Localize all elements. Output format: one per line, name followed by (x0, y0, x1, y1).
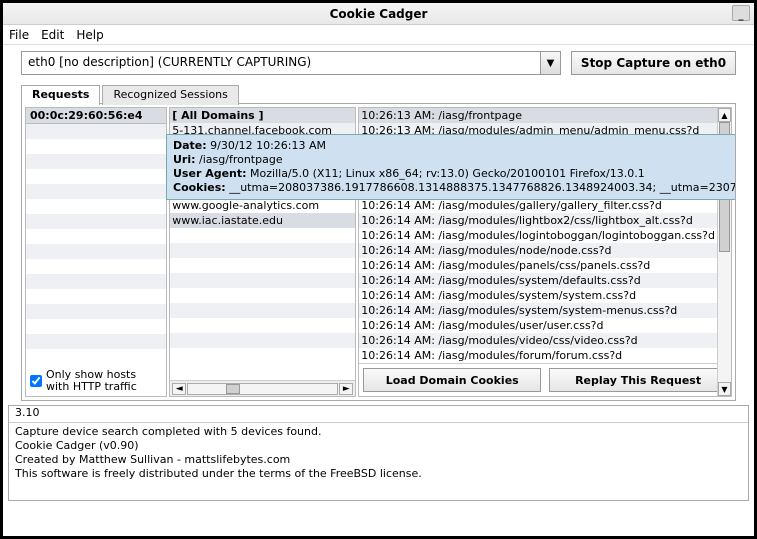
list-item (26, 334, 166, 349)
list-item (26, 214, 166, 229)
request-item[interactable]: 10:26:14 AM: /iasg/modules/forum/forum.c… (359, 348, 717, 363)
list-item (26, 184, 166, 199)
tooltip-date: 9/30/12 10:26:13 AM (210, 139, 326, 152)
request-item[interactable]: 10:26:14 AM: /iasg/modules/system/system… (359, 303, 717, 318)
list-item (26, 229, 166, 244)
request-actions: Load Domain Cookies Replay This Request (359, 363, 731, 396)
list-item (26, 139, 166, 154)
tooltip-ua: Mozilla/5.0 (X11; Linux x86_64; rv:13.0)… (250, 167, 645, 180)
list-item (170, 288, 355, 303)
list-item (26, 154, 166, 169)
stop-capture-button[interactable]: Stop Capture on eth0 (571, 51, 736, 75)
domain-item[interactable]: [ All Domains ] (170, 108, 355, 123)
request-item[interactable]: 10:26:14 AM: /iasg/modules/node/node.css… (359, 243, 717, 258)
request-item[interactable]: 10:26:14 AM: /iasg/modules/user/user.css… (359, 318, 717, 333)
request-item[interactable]: 10:26:13 AM: /iasg/frontpage (359, 108, 717, 123)
scroll-right-icon[interactable]: ► (339, 383, 353, 395)
hosts-column: 00:0c:29:60:56:e4 Only show (25, 107, 167, 397)
log-line: 3.10 (9, 406, 748, 423)
replay-request-button[interactable]: Replay This Request (549, 368, 727, 392)
scroll-up-icon[interactable]: ▲ (718, 108, 731, 122)
domain-item[interactable]: www.iac.iastate.edu (170, 213, 355, 228)
list-item (26, 319, 166, 334)
list-item (26, 304, 166, 319)
scroll-track[interactable] (187, 383, 338, 395)
capture-toolbar: eth0 [no description] (CURRENTLY CAPTURI… (3, 45, 754, 81)
list-item (170, 258, 355, 273)
only-http-traffic-checkbox[interactable] (30, 375, 42, 387)
list-item (26, 289, 166, 304)
host-mac-address[interactable]: 00:0c:29:60:56:e4 (26, 108, 166, 124)
tooltip-date-label: Date: (173, 139, 207, 152)
list-item (26, 124, 166, 139)
request-item[interactable]: 10:26:14 AM: /iasg/modules/gallery/galle… (359, 198, 717, 213)
tab-requests[interactable]: Requests (21, 85, 100, 105)
only-http-traffic-label: Only show hosts with HTTP traffic (46, 369, 162, 393)
requests-tab-body: 00:0c:29:60:56:e4 Only show (22, 104, 735, 400)
list-item (26, 199, 166, 214)
load-domain-cookies-button[interactable]: Load Domain Cookies (363, 368, 541, 392)
menu-file[interactable]: File (9, 28, 29, 42)
tab-recognized-sessions[interactable]: Recognized Sessions (102, 85, 238, 105)
log-line: This software is freely distributed unde… (15, 467, 742, 481)
interface-select-value: eth0 [no description] (CURRENTLY CAPTURI… (22, 52, 540, 74)
list-item (26, 274, 166, 289)
list-item (170, 333, 355, 348)
only-http-traffic-row: Only show hosts with HTTP traffic (26, 366, 166, 396)
list-item (170, 243, 355, 258)
tooltip-uri: /iasg/frontpage (199, 153, 283, 166)
request-item[interactable]: 10:26:14 AM: /iasg/modules/system/defaul… (359, 273, 717, 288)
menu-edit[interactable]: Edit (41, 28, 64, 42)
log-line: Created by Matthew Sullivan - mattslifeb… (15, 453, 742, 467)
title-bar: Cookie Cadger _ (3, 3, 754, 25)
list-item (170, 228, 355, 243)
log-panel: 3.10 Capture device search completed wit… (8, 405, 749, 501)
hosts-list[interactable] (26, 124, 166, 366)
window-title: Cookie Cadger (330, 7, 428, 21)
log-line: Cookie Cadger (v0.90) (15, 439, 742, 453)
domain-item[interactable]: www.google-analytics.com (170, 198, 355, 213)
chevron-down-icon[interactable]: ▼ (540, 52, 560, 74)
tooltip-ua-label: User Agent: (173, 167, 247, 180)
main-panel: Requests Recognized Sessions 00:0c:29:60… (21, 103, 736, 401)
list-item (170, 303, 355, 318)
tooltip-uri-label: Uri: (173, 153, 196, 166)
list-item (170, 318, 355, 333)
request-item[interactable]: 10:26:14 AM: /iasg/modules/lightbox2/css… (359, 213, 717, 228)
list-item (26, 244, 166, 259)
request-item[interactable]: 10:26:14 AM: /iasg/modules/panels/css/pa… (359, 258, 717, 273)
minimize-button[interactable]: _ (732, 5, 750, 21)
interface-select[interactable]: eth0 [no description] (CURRENTLY CAPTURI… (21, 51, 561, 75)
request-item[interactable]: 10:26:14 AM: /iasg/modules/logintoboggan… (359, 228, 717, 243)
menu-help[interactable]: Help (76, 28, 103, 42)
tooltip-cookies-label: Cookies: (173, 181, 226, 194)
menu-bar: File Edit Help (3, 25, 754, 45)
request-tooltip: Date: 9/30/12 10:26:13 AM Uri: /iasg/fro… (166, 134, 735, 200)
scroll-left-icon[interactable]: ◄ (172, 383, 186, 395)
list-item (26, 169, 166, 184)
log-line: Capture device search completed with 5 d… (15, 425, 742, 439)
scroll-down-icon[interactable]: ▼ (718, 382, 731, 396)
domains-hscroll[interactable]: ◄ ► (170, 380, 355, 396)
scroll-thumb[interactable] (226, 384, 240, 394)
list-item (170, 273, 355, 288)
tooltip-cookies: __utma=208037386.1917786608.1314888375.1… (229, 181, 735, 194)
request-item[interactable]: 10:26:14 AM: /iasg/modules/system/system… (359, 288, 717, 303)
tab-strip: Requests Recognized Sessions (21, 84, 735, 104)
request-item[interactable]: 10:26:14 AM: /iasg/modules/video/css/vid… (359, 333, 717, 348)
list-item (26, 259, 166, 274)
